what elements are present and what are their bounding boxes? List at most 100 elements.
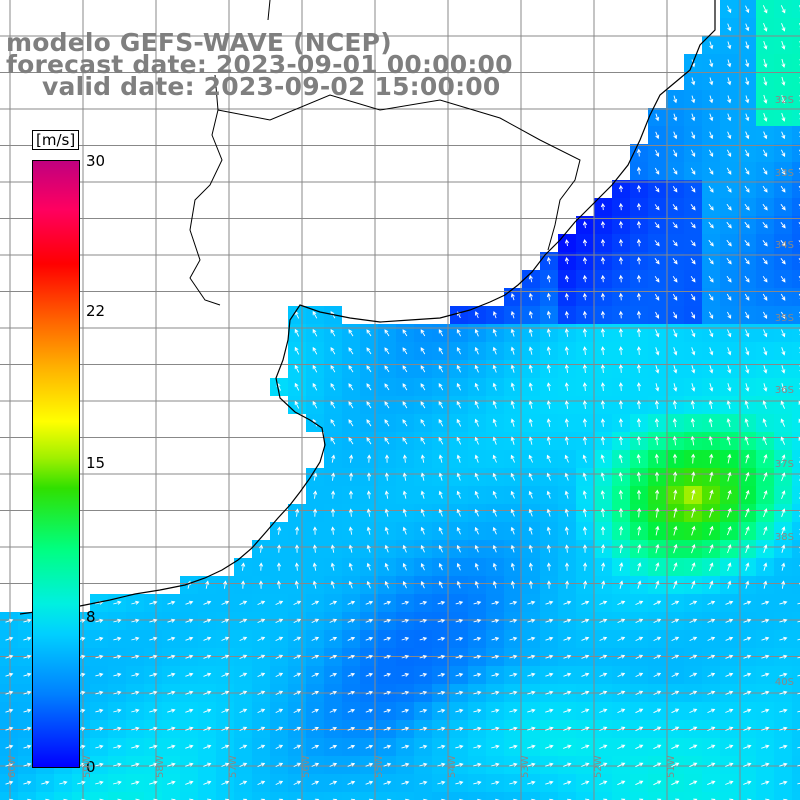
wind-arrow bbox=[492, 346, 497, 355]
wind-cell bbox=[792, 108, 800, 126]
wind-arrow bbox=[655, 365, 660, 374]
lon-label: 52W bbox=[593, 755, 604, 778]
wind-arrow bbox=[23, 654, 32, 659]
wind-arrow bbox=[223, 580, 228, 589]
wind-arrow bbox=[635, 654, 644, 660]
wind-arrow bbox=[311, 636, 320, 641]
wind-arrow bbox=[239, 636, 248, 642]
wind-arrow bbox=[384, 562, 389, 571]
wind-arrow bbox=[257, 690, 266, 696]
wind-arrow bbox=[725, 708, 734, 713]
lat-label: 36S bbox=[774, 385, 794, 396]
wind-cell bbox=[648, 792, 666, 800]
wind-arrow bbox=[582, 472, 587, 481]
wind-arrow bbox=[131, 618, 140, 623]
wind-arrow bbox=[745, 311, 750, 319]
wind-arrow bbox=[709, 131, 714, 140]
wind-arrow bbox=[95, 780, 104, 785]
wind-arrow bbox=[329, 672, 338, 677]
wind-cell bbox=[792, 774, 800, 792]
wind-arrow bbox=[708, 400, 713, 409]
wind-arrow bbox=[131, 780, 140, 785]
wind-cell bbox=[576, 792, 594, 800]
wind-arrow bbox=[294, 562, 299, 571]
wind-arrow bbox=[582, 436, 587, 445]
wind-arrow bbox=[510, 472, 516, 481]
wind-arrow bbox=[743, 708, 752, 713]
wind-arrow bbox=[437, 780, 446, 785]
wind-arrow bbox=[763, 508, 768, 518]
wind-arrow bbox=[221, 780, 230, 785]
wind-arrow bbox=[294, 382, 300, 391]
wind-arrow bbox=[637, 580, 642, 589]
wind-arrow bbox=[581, 636, 590, 641]
wind-arrow bbox=[455, 762, 464, 767]
wind-arrow bbox=[167, 708, 176, 713]
wind-arrow bbox=[617, 708, 626, 714]
wind-arrow bbox=[727, 471, 732, 482]
wind-arrow bbox=[293, 672, 302, 678]
country-border bbox=[267, 0, 271, 21]
wind-arrow bbox=[312, 526, 318, 535]
wind-arrow bbox=[492, 490, 497, 499]
wind-cell bbox=[198, 792, 216, 800]
wind-arrow bbox=[113, 762, 122, 767]
wind-arrow bbox=[797, 656, 800, 659]
wind-arrow bbox=[311, 762, 320, 767]
wind-arrow bbox=[401, 708, 410, 713]
wind-arrow bbox=[257, 780, 266, 786]
wind-arrow bbox=[329, 654, 338, 659]
wind-arrow bbox=[672, 222, 678, 229]
wind-arrow bbox=[636, 364, 641, 373]
wind-arrow bbox=[293, 726, 302, 732]
wind-arrow bbox=[257, 762, 266, 768]
wind-arrow bbox=[635, 690, 644, 696]
wind-arrow bbox=[709, 507, 714, 518]
wind-arrow bbox=[635, 744, 644, 750]
wind-arrow bbox=[384, 490, 389, 499]
wind-arrow bbox=[113, 636, 122, 641]
wind-arrow bbox=[113, 618, 122, 623]
wind-arrow bbox=[95, 744, 104, 749]
wind-arrow bbox=[329, 708, 338, 713]
wind-arrow bbox=[672, 258, 678, 265]
wind-arrow bbox=[564, 454, 569, 463]
wind-arrow bbox=[618, 220, 624, 229]
wind-arrow bbox=[474, 562, 479, 571]
wind-arrow bbox=[563, 690, 572, 695]
wind-arrow bbox=[95, 708, 104, 713]
wind-arrow bbox=[779, 672, 788, 677]
wind-arrow bbox=[473, 780, 482, 785]
wind-arrow bbox=[492, 526, 497, 535]
wind-arrow bbox=[23, 672, 32, 677]
wind-arrow bbox=[780, 400, 786, 409]
wind-cell bbox=[720, 792, 738, 800]
wind-arrow bbox=[545, 672, 554, 677]
wind-arrow bbox=[239, 780, 248, 786]
wind-arrow bbox=[510, 364, 515, 373]
wind-arrow bbox=[275, 672, 284, 678]
wind-arrow bbox=[763, 58, 768, 68]
wind-arrow bbox=[673, 113, 678, 122]
wind-arrow bbox=[167, 762, 176, 767]
wind-cell bbox=[792, 432, 800, 450]
wind-arrow bbox=[131, 636, 140, 641]
lon-label: 58W bbox=[155, 755, 166, 778]
wind-cell bbox=[792, 486, 800, 504]
wind-arrow bbox=[673, 489, 678, 500]
wind-arrow bbox=[149, 672, 158, 677]
wind-arrow bbox=[636, 256, 642, 265]
wind-arrow bbox=[673, 383, 678, 392]
wind-arrow bbox=[744, 293, 750, 301]
wind-arrow bbox=[491, 762, 500, 767]
wind-arrow bbox=[203, 600, 212, 605]
wind-arrow bbox=[492, 382, 497, 391]
wind-arrow bbox=[707, 744, 716, 750]
wind-arrow bbox=[545, 600, 554, 605]
wind-arrow bbox=[581, 618, 590, 623]
wind-arrow bbox=[600, 238, 606, 247]
wind-cell bbox=[792, 90, 800, 108]
wind-arrow bbox=[149, 780, 158, 785]
wind-arrow bbox=[438, 401, 444, 409]
wind-arrow bbox=[779, 762, 788, 767]
